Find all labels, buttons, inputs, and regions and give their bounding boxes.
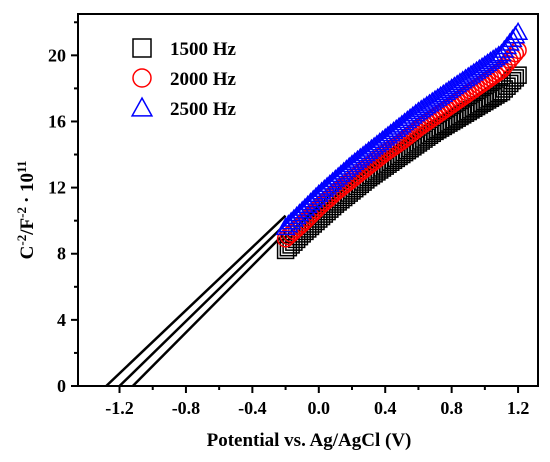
legend-label: 2500 Hz [170, 99, 237, 120]
triangle-marker [483, 49, 504, 68]
triangle-marker [353, 145, 374, 164]
y-axis-title-sup-2: -2 [14, 207, 29, 218]
triangle-marker [344, 151, 365, 171]
x-tick-label: -0.4 [238, 398, 267, 418]
fit-line [105, 214, 287, 387]
y-tick-label: 8 [57, 244, 66, 264]
y-axis-ticks: 0 4 8 12 16 20 [48, 21, 78, 396]
y-axis-title: C-2/F-2· 1011 [14, 161, 39, 260]
y-tick-label: 0 [57, 376, 66, 396]
series-1500-hz [276, 66, 527, 260]
circle-marker [132, 68, 152, 88]
legend-label: 2000 Hz [170, 69, 237, 90]
series-2500-hz [275, 21, 529, 236]
triangle-marker [341, 154, 363, 173]
square-marker [132, 38, 152, 58]
legend: 1500 Hz 2000 Hz 2500 Hz [130, 38, 237, 120]
triangle-marker [336, 159, 357, 178]
series-2000-hz [276, 41, 527, 248]
triangle-marker [355, 143, 376, 162]
triangle-marker [397, 110, 418, 129]
triangle-marker [388, 116, 410, 135]
triangle-marker [366, 134, 387, 153]
y-axis-title-part-3: · 10 [17, 173, 38, 203]
x-tick-label: -1.2 [105, 398, 134, 418]
x-tick-label: 0.4 [374, 398, 397, 418]
y-axis-title-sup-3: 11 [14, 161, 29, 173]
x-axis-ticks: -1.2 -0.8 -0.4 0.0 0.4 0.8 1.2 [105, 386, 529, 418]
square-marker [503, 71, 522, 90]
triangle-marker [488, 45, 509, 64]
triangle-marker [369, 132, 390, 151]
plot-frame [77, 13, 539, 387]
triangle-marker [358, 140, 379, 160]
x-tick-label: 0.0 [308, 398, 331, 418]
triangle-marker [394, 112, 415, 131]
triangle-marker [350, 147, 371, 166]
plot-area-border [77, 13, 539, 387]
x-tick-label: 0.8 [440, 398, 463, 418]
fit-lines [105, 214, 287, 387]
triangle-marker [383, 121, 404, 140]
fit-line [131, 231, 287, 387]
square-marker [509, 66, 527, 84]
legend-label: 1500 Hz [170, 39, 237, 60]
y-tick-label: 12 [48, 178, 66, 198]
triangle-marker [130, 96, 154, 117]
y-axis-title-part-1: C [17, 246, 38, 260]
triangle-marker [375, 127, 396, 146]
fit-line [118, 223, 287, 387]
y-axis-title-sup-1: -2 [14, 235, 29, 246]
triangle-marker [377, 125, 399, 144]
triangle-marker [361, 138, 382, 157]
y-tick-label: 16 [48, 111, 66, 131]
x-tick-label: -0.8 [172, 398, 201, 418]
triangle-marker [347, 149, 368, 168]
triangle-marker [339, 156, 360, 175]
y-tick-label: 4 [57, 310, 66, 330]
triangle-marker [507, 21, 529, 40]
triangle-marker [364, 136, 385, 155]
triangle-marker [380, 123, 401, 142]
triangle-marker [372, 129, 393, 148]
y-axis-title-part-2: /F [17, 218, 38, 236]
y-tick-label: 20 [48, 45, 66, 65]
triangle-marker [391, 114, 412, 133]
square-marker [506, 69, 525, 87]
triangle-marker [386, 118, 407, 137]
data-markers [275, 21, 529, 260]
x-tick-label: 1.2 [507, 398, 530, 418]
x-axis-title: Potential vs. Ag/AgCl (V) [207, 430, 412, 451]
